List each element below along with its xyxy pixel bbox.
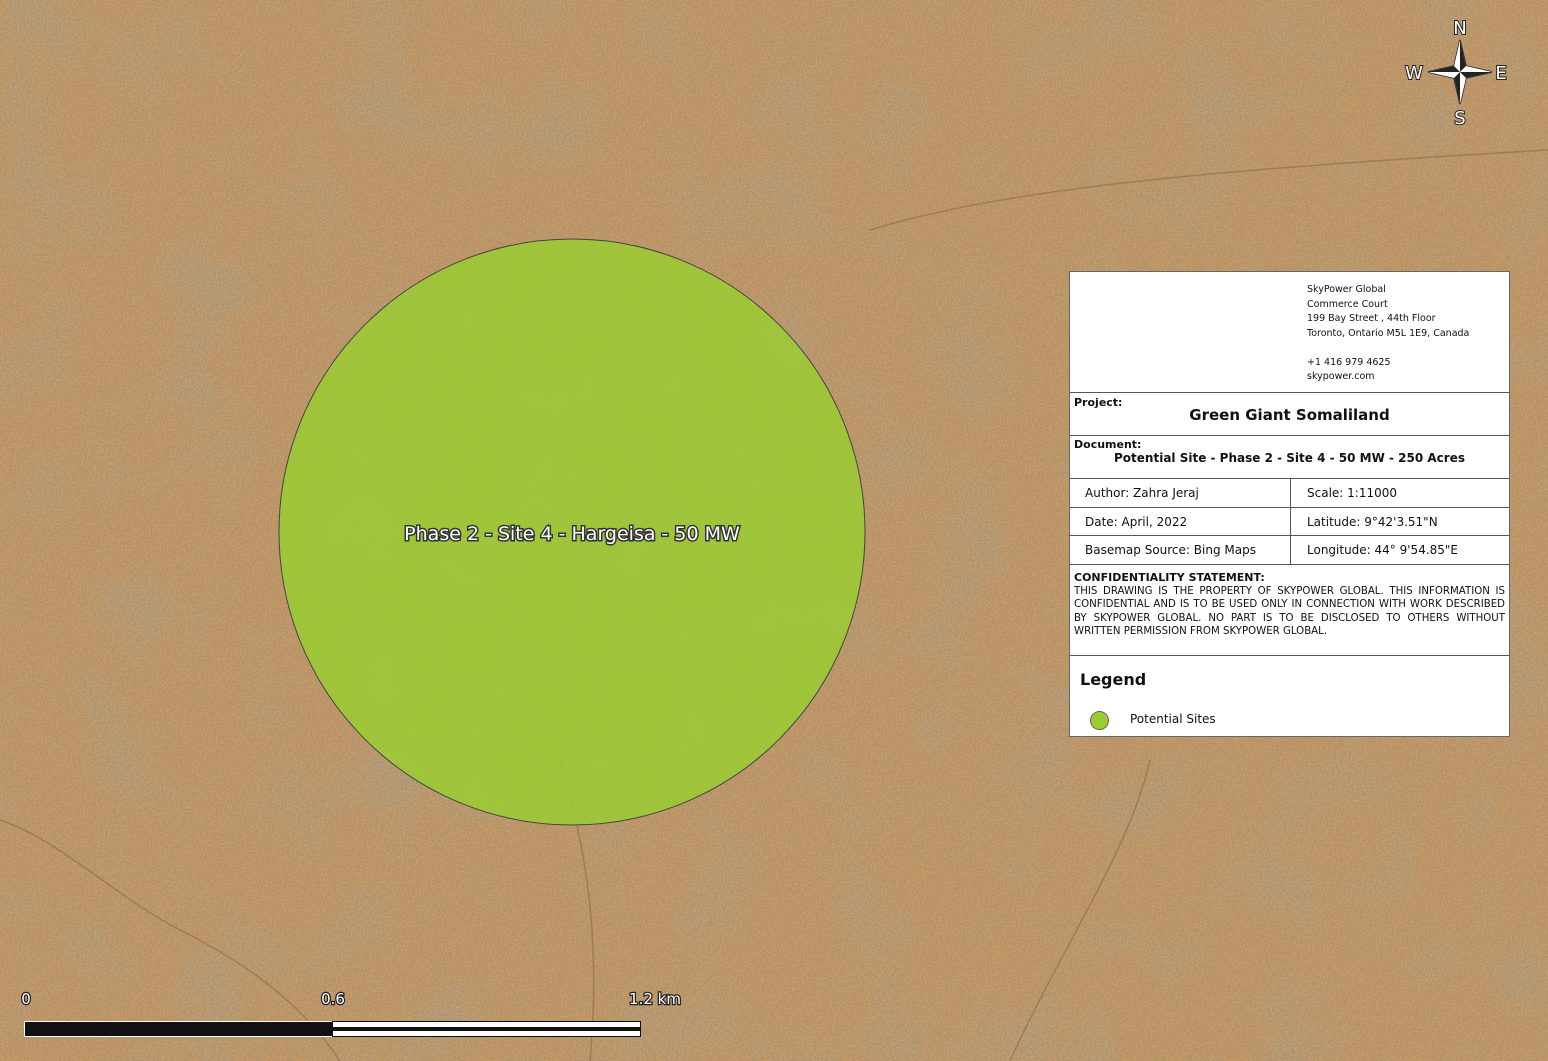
track [0, 149, 1548, 1061]
compass-n: N [1453, 18, 1466, 39]
project-label: Project: [1074, 396, 1123, 409]
confidentiality-heading: CONFIDENTIALITY STATEMENT: [1074, 571, 1265, 584]
document-row: Document: Potential Site - Phase 2 - Sit… [1070, 435, 1509, 478]
company-line: Commerce Court [1307, 298, 1388, 310]
scale-segment [333, 1027, 640, 1031]
company-line: 199 Bay Street , 44th Floor [1307, 313, 1436, 324]
scale-bar: 0 0.6 1.2 km [20, 989, 682, 1037]
potential-site [278, 238, 866, 826]
info-cell: Basemap Source: Bing Maps [1085, 543, 1256, 558]
company-line: skypower.com [1307, 371, 1375, 382]
confidentiality: CONFIDENTIALITY STATEMENT: THIS DRAWING … [1074, 571, 1505, 639]
legend-swatch [1090, 711, 1109, 730]
scale-label: 0 [21, 990, 31, 1008]
info-cell: Scale: 1:11000 [1307, 486, 1397, 500]
company-line: +1 416 979 4625 [1307, 356, 1391, 368]
compass-shade [1428, 40, 1492, 104]
company-address: SkyPower Global Commerce Court 199 Bay Str… [1307, 283, 1469, 385]
company-line: SkyPower Global [1307, 284, 1386, 295]
title-block: SkyPower Global Commerce Court 199 Bay Str… [1069, 271, 1510, 737]
document-name: Potential Site - Phase 2 - Site 4 - 50 M… [1114, 451, 1465, 465]
info-row: Author: Zahra Jeraj Scale: 1:11000 [1070, 478, 1509, 507]
compass-s: S [1454, 108, 1465, 129]
document-label: Document: [1074, 438, 1142, 451]
confidentiality-text: THIS DRAWING IS THE PROPERTY OF SKYPOWER… [1074, 585, 1505, 638]
project-row: Project: Green Giant Somaliland [1070, 392, 1509, 435]
info-cell: Longitude: 44° 9'54.85"E [1307, 543, 1459, 558]
divider [1290, 536, 1291, 565]
legend-title: Legend [1080, 670, 1147, 689]
info-cell: Date: April, 2022 [1085, 514, 1188, 529]
project-name: Green Giant Somaliland [1189, 406, 1390, 424]
info-cell: Latitude: 9°42'3.51"N [1307, 514, 1438, 529]
divider [1290, 479, 1291, 507]
scale-label: 1.2 km [629, 990, 681, 1008]
scale-label: 0.6 [321, 990, 345, 1008]
scale-segment [24, 1021, 334, 1037]
legend-label: Potential Sites [1130, 712, 1216, 726]
legend: Legend Potential Sites [1070, 655, 1509, 738]
site-label: Phase 2 - Site 4 - Hargeisa - 50 MW [404, 523, 740, 545]
compass: N S E W [1404, 17, 1508, 130]
info-cell: Author: Zahra Jeraj [1085, 486, 1199, 500]
divider [1290, 507, 1291, 536]
info-row: Basemap Source: Bing Maps Longitude: 44° … [1070, 535, 1509, 565]
compass-e: E [1495, 63, 1506, 84]
company-line: Toronto, Ontario M5L 1E9, Canada [1307, 327, 1470, 339]
confidentiality-row: CONFIDENTIALITY STATEMENT: THIS DRAWING … [1070, 564, 1509, 655]
info-row: Date: April, 2022 Latitude: 9°42'3.51"N [1070, 506, 1509, 536]
compass-w: W [1405, 63, 1423, 84]
